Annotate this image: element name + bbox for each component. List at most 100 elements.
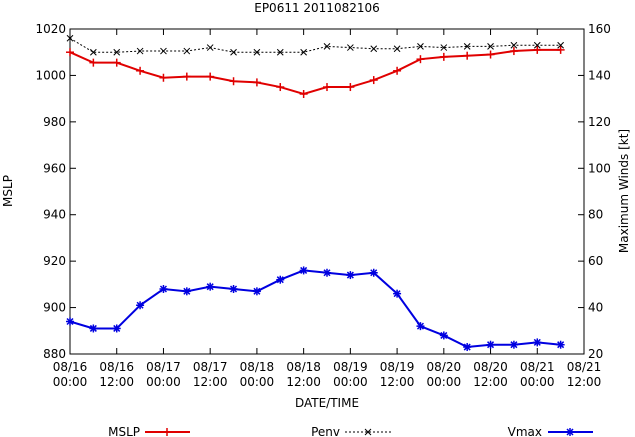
data-point-penv [66, 34, 74, 42]
data-point-mslp [346, 83, 355, 92]
data-point-mslp [369, 76, 378, 85]
data-point-vmax [533, 338, 542, 347]
x-axis: 08/1600:0008/1612:0008/1700:0008/1712:00… [53, 29, 602, 389]
data-point-mslp [276, 83, 285, 92]
y-left-tick-label: 1000 [35, 68, 66, 82]
legend-item-vmax: Vmax [508, 425, 593, 437]
series-line-vmax [69, 269, 561, 349]
legend-label-penv: Penv [311, 425, 340, 437]
data-point-penv [276, 48, 284, 56]
y-right-tick-label: 20 [588, 347, 603, 361]
data-point-vmax [276, 275, 285, 284]
data-point-penv [206, 44, 214, 51]
data-point-mslp [323, 83, 331, 92]
data-point-mslp [136, 66, 145, 75]
data-point-vmax [393, 289, 402, 298]
legend-marker-vmax [566, 428, 574, 436]
data-point-penv [533, 41, 541, 49]
series-line-mslp [69, 48, 561, 96]
data-point-mslp [556, 45, 565, 54]
data-point-penv [230, 48, 237, 56]
legend-marker-glyph-mslp [163, 428, 171, 436]
x-axis-label: DATE/TIME [295, 396, 359, 410]
data-point-mslp [159, 73, 168, 82]
y-right-tick-label: 160 [588, 22, 611, 36]
x-tick-label-time: 12:00 [286, 375, 321, 389]
data-point-penv [370, 45, 378, 53]
data-point-mslp [206, 72, 215, 81]
y-left-tick-label: 880 [43, 347, 66, 361]
data-point-penv [347, 44, 354, 51]
plot-frame [69, 28, 585, 355]
legend-label-mslp: MSLP [108, 425, 140, 437]
legend-marker-glyph-penv [364, 428, 372, 436]
y-left-tick-label: 940 [43, 208, 66, 222]
legend-marker-glyph-vmax [566, 428, 574, 436]
y-right-tick-label: 60 [588, 254, 603, 268]
data-point-penv [393, 45, 401, 53]
chart-title: EP0611 2011082106 [254, 1, 380, 15]
x-tick-label-time: 12:00 [193, 375, 228, 389]
y-right-tick-label: 80 [588, 208, 603, 222]
x-tick-label-time: 00:00 [240, 375, 275, 389]
data-point-vmax [66, 317, 74, 326]
data-point-vmax [182, 287, 191, 296]
y-left-tick-label: 1020 [35, 22, 66, 36]
x-tick-label-time: 00:00 [427, 375, 462, 389]
data-point-vmax [136, 301, 145, 310]
data-point-vmax [89, 324, 98, 333]
data-point-mslp [112, 58, 121, 67]
data-point-vmax [252, 287, 261, 296]
x-tick-label-time: 12:00 [473, 375, 508, 389]
y-right-tick-label: 140 [588, 68, 611, 82]
x-tick-label-date: 08/21 [520, 360, 555, 374]
data-point-mslp [252, 78, 261, 87]
data-point-mslp [89, 58, 98, 67]
data-point-mslp [439, 52, 448, 61]
data-point-vmax [346, 271, 355, 280]
legend: MSLP Penv Vmax [108, 425, 593, 437]
legend-label-vmax: Vmax [508, 425, 542, 437]
x-tick-label-time: 00:00 [53, 375, 88, 389]
x-tick-label-time: 00:00 [520, 375, 555, 389]
data-point-vmax [486, 340, 495, 349]
y-right-axis: 20 40 60 80 100 120 140 160 [578, 22, 611, 361]
data-point-mslp [182, 72, 191, 81]
data-point-penv [253, 48, 261, 56]
series-layer [66, 34, 565, 352]
x-tick-label-date: 08/17 [193, 360, 228, 374]
data-point-vmax [439, 331, 448, 340]
data-point-vmax [229, 285, 238, 293]
x-tick-label-date: 08/16 [99, 360, 134, 374]
x-tick-label-time: 00:00 [146, 375, 181, 389]
y-right-axis-label: Maximum Winds [kt] [617, 129, 631, 253]
x-tick-label-date: 08/16 [53, 360, 88, 374]
data-point-mslp [463, 51, 472, 60]
data-point-vmax [299, 266, 308, 275]
data-point-penv [160, 47, 167, 55]
data-point-penv [487, 43, 494, 50]
data-point-mslp [299, 90, 308, 98]
data-point-penv [90, 48, 97, 56]
data-point-mslp [393, 66, 402, 75]
data-point-vmax [323, 268, 331, 277]
data-point-vmax [206, 282, 215, 291]
data-point-mslp [66, 48, 74, 57]
legend-item-mslp: MSLP [108, 425, 190, 437]
data-point-vmax [556, 340, 565, 349]
x-tick-label-date: 08/19 [380, 360, 415, 374]
y-left-tick-label: 960 [43, 161, 66, 175]
data-point-penv [323, 43, 331, 50]
y-left-axis: 880 900 920 940 960 980 1000 1020 [35, 22, 76, 361]
data-point-penv [557, 41, 564, 49]
x-tick-label-date: 08/20 [473, 360, 508, 374]
y-right-tick-label: 120 [588, 115, 611, 129]
x-tick-label-time: 12:00 [567, 375, 602, 389]
data-point-penv [183, 47, 191, 55]
data-point-vmax [159, 285, 168, 293]
data-point-mslp [533, 45, 542, 54]
data-point-penv [510, 41, 518, 49]
data-point-vmax [416, 322, 425, 331]
data-point-mslp [486, 50, 495, 59]
x-tick-label-date: 08/17 [146, 360, 181, 374]
